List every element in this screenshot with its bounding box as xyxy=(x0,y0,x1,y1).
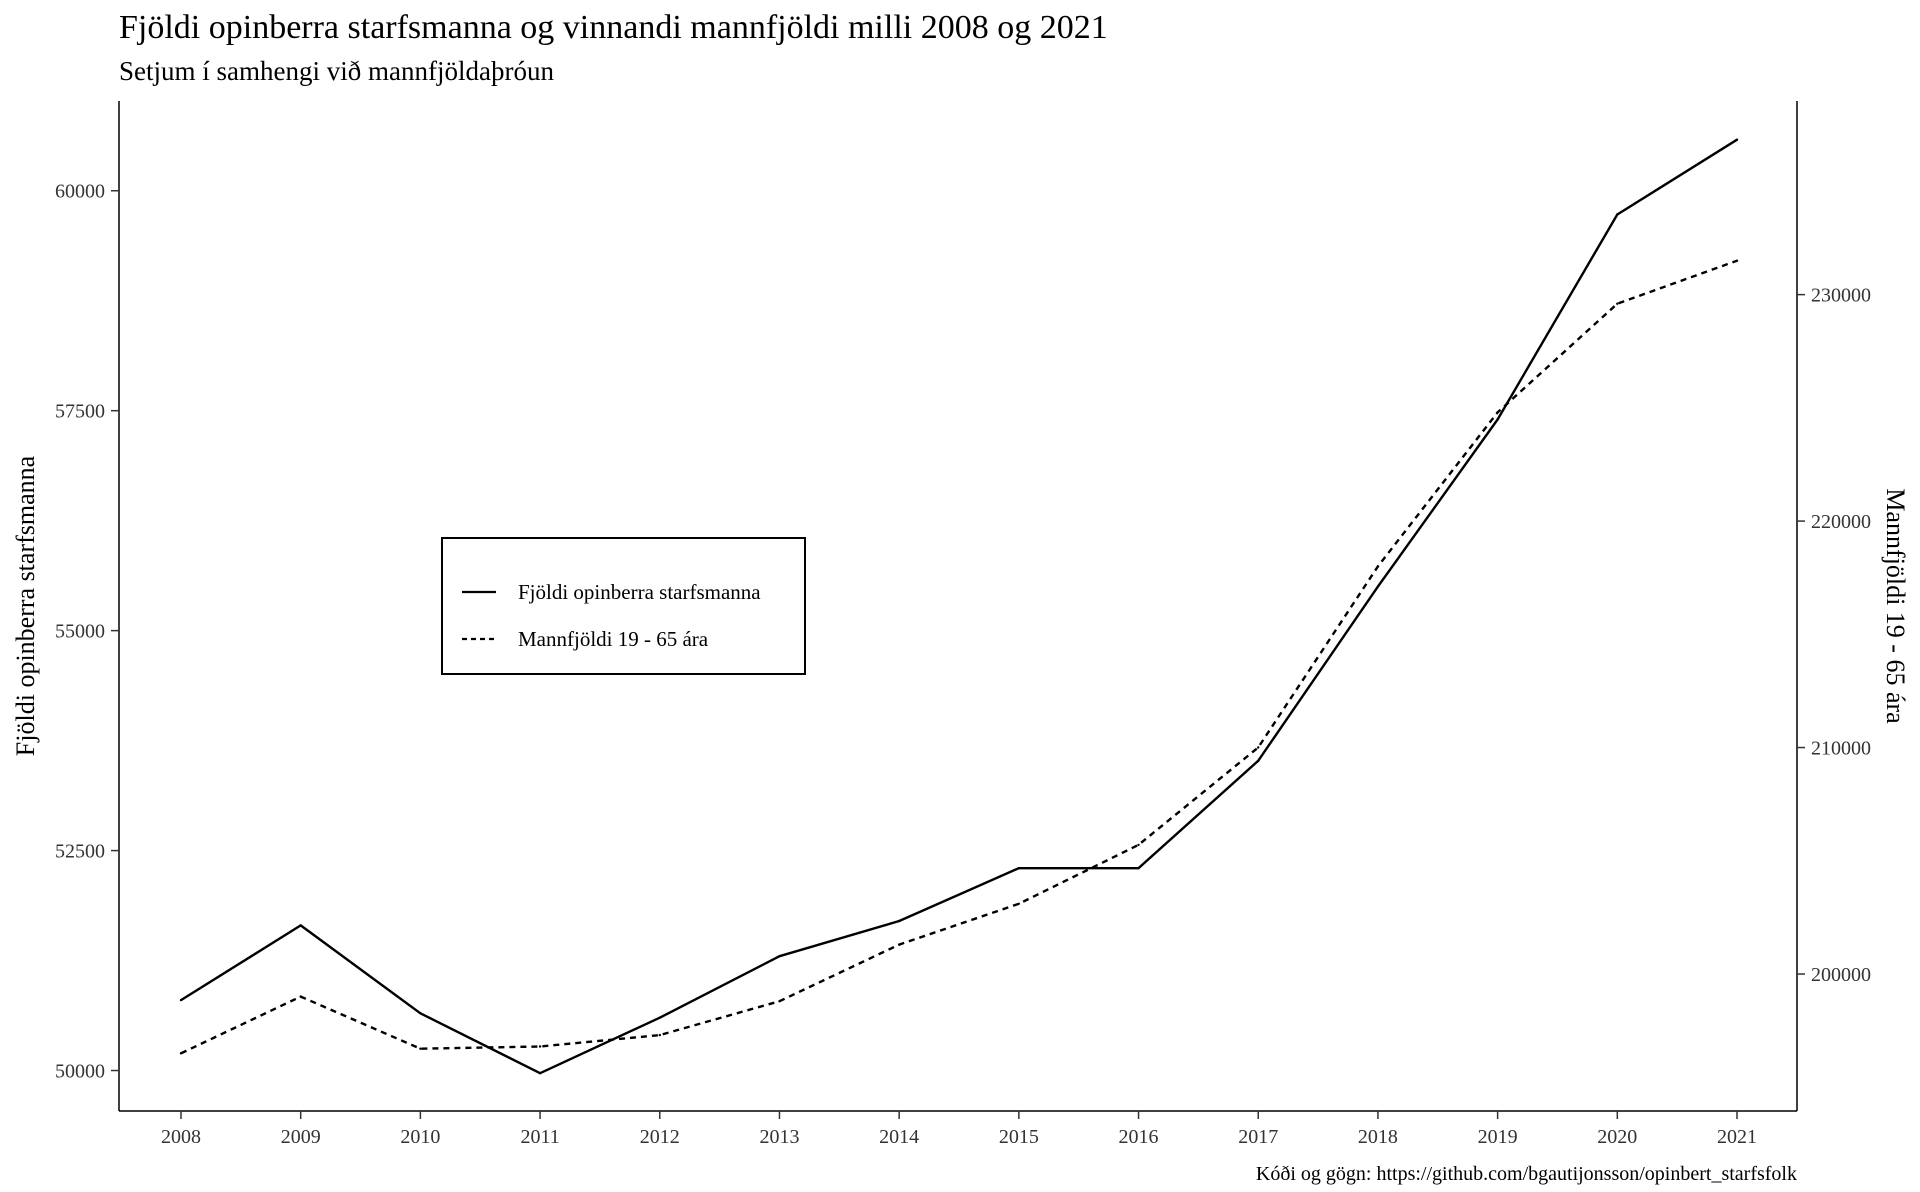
y-axis-ticks: 50000 52500 55000 57500 60000 xyxy=(55,181,119,1083)
series-2-point xyxy=(1735,259,1739,262)
x-tick-label: 2009 xyxy=(281,1126,321,1148)
x-tick-label: 2016 xyxy=(1119,1126,1159,1148)
series-1-point xyxy=(658,1016,661,1019)
series-1-point xyxy=(299,924,302,927)
x-tick-label: 2012 xyxy=(640,1126,680,1148)
series-2-point xyxy=(1376,565,1380,568)
series-2-point xyxy=(898,943,901,946)
caption: Kóði og gögn: https://github.com/bgautij… xyxy=(1256,1163,1797,1185)
y-tick-label: 55000 xyxy=(55,621,105,643)
series-1-point xyxy=(179,998,183,1002)
y-tick-label: 52500 xyxy=(55,841,105,863)
y2-tick-label: 200000 xyxy=(1811,964,1871,986)
x-tick-label: 2013 xyxy=(759,1126,799,1148)
series-2-point xyxy=(658,1033,661,1037)
x-axis-ticks: 2008 2009 2010 2011 2012 2013 2014 2015 2016 2017… xyxy=(161,1111,1757,1148)
x-tick-label: 2014 xyxy=(879,1126,919,1148)
legend: Fjöldi opinberra starfsmanna Mannfjöldi … xyxy=(441,537,806,675)
legend-box xyxy=(441,537,806,675)
x-tick-label: 2011 xyxy=(520,1126,559,1148)
series-1-point xyxy=(1496,418,1499,421)
y-tick-label: 50000 xyxy=(55,1061,105,1083)
y-axis-title: Fjöldi opinberra starfsmanna xyxy=(11,455,40,756)
series-1-point xyxy=(538,1072,542,1075)
series-1-point xyxy=(778,955,781,958)
x-tick-label: 2008 xyxy=(161,1126,201,1148)
y-tick-label: 60000 xyxy=(55,181,105,203)
series-1-point xyxy=(419,1012,422,1015)
y2-tick-label: 210000 xyxy=(1811,738,1871,760)
y-tick-label: 57500 xyxy=(55,401,105,423)
series-2-point xyxy=(299,995,302,998)
series-1-point xyxy=(1376,585,1380,588)
series-1-point xyxy=(1735,138,1739,141)
series-2-point xyxy=(778,1000,781,1003)
series-line-1 xyxy=(180,138,1738,1075)
chart-subtitle: Setjum í samhengi við mannfjöldaþróun xyxy=(119,56,554,86)
series-line-2 xyxy=(180,259,1738,1055)
y2-axis-title: Mannfjöldi 19 - 65 ára xyxy=(1881,488,1910,724)
y2-tick-label: 220000 xyxy=(1811,511,1871,533)
x-tick-label: 2020 xyxy=(1597,1126,1637,1148)
series-2-point xyxy=(419,1047,422,1050)
x-tick-label: 2010 xyxy=(400,1126,440,1148)
x-tick-label: 2018 xyxy=(1358,1126,1398,1148)
legend-label-2: Mannfjöldi 19 - 65 ára xyxy=(518,627,709,651)
series-2-point xyxy=(179,1052,183,1055)
x-tick-label: 2019 xyxy=(1478,1126,1518,1148)
y2-tick-label: 230000 xyxy=(1811,285,1871,307)
series-1-point xyxy=(1137,867,1140,870)
series-2-point xyxy=(1017,902,1020,905)
x-tick-label: 2015 xyxy=(999,1126,1039,1148)
legend-label-1: Fjöldi opinberra starfsmanna xyxy=(518,580,761,604)
y2-axis-ticks: 200000 210000 220000 230000 xyxy=(1797,285,1871,986)
series-2-point xyxy=(1257,746,1260,749)
series-1-point xyxy=(1616,213,1619,216)
series-2-point xyxy=(1496,411,1499,414)
series-lines xyxy=(179,138,1739,1075)
x-tick-label: 2017 xyxy=(1238,1126,1278,1148)
series-1-point xyxy=(1257,759,1260,762)
chart-title: Fjöldi opinberra starfsmanna og vinnandi… xyxy=(119,9,1108,46)
series-2-point xyxy=(1616,302,1619,305)
series-1-point xyxy=(898,919,901,923)
series-2-point xyxy=(1137,843,1140,847)
series-1-point xyxy=(1017,867,1020,870)
series-2-point xyxy=(538,1045,542,1048)
x-tick-label: 2021 xyxy=(1717,1126,1757,1148)
